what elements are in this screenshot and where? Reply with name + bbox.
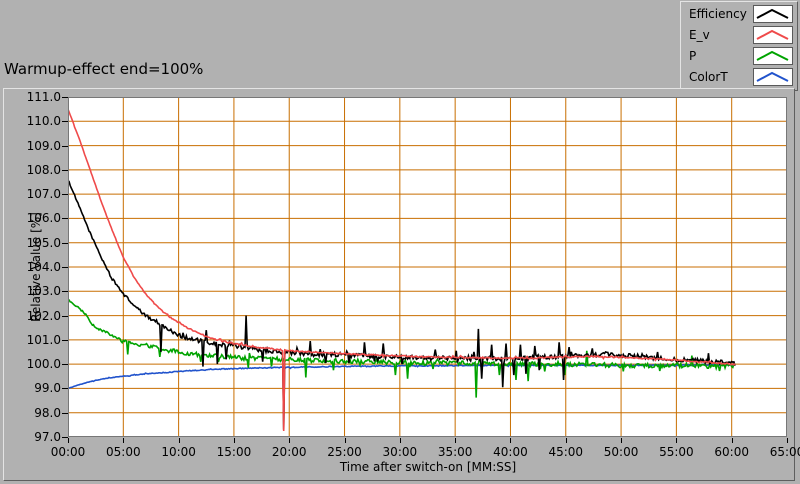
y-tick-label: 101.0 bbox=[26, 332, 61, 347]
x-tick-label: 25:00 bbox=[327, 445, 362, 459]
y-tick-mark bbox=[62, 121, 68, 123]
legend-label: Efficiency bbox=[689, 7, 747, 21]
y-tick-mark bbox=[62, 291, 68, 293]
x-tick-mark bbox=[178, 438, 180, 443]
graph-title: Warmup-effect end=100% bbox=[4, 60, 204, 78]
x-tick-mark bbox=[565, 438, 567, 443]
legend-line-sample-icon[interactable] bbox=[753, 5, 793, 23]
x-tick-mark bbox=[731, 438, 733, 443]
legend-item-p[interactable]: P bbox=[681, 46, 797, 66]
legend-label: ColorT bbox=[689, 70, 728, 84]
x-axis-label: Time after switch-on [MM:SS] bbox=[339, 460, 517, 474]
x-tick-mark bbox=[344, 438, 346, 443]
y-tick-mark bbox=[62, 218, 68, 220]
x-tick-label: 60:00 bbox=[714, 445, 749, 459]
y-tick-label: 97.0 bbox=[34, 430, 61, 444]
chart-canvas bbox=[67, 97, 787, 437]
y-tick-mark bbox=[62, 315, 68, 317]
y-tick-label: 111.0 bbox=[26, 90, 61, 104]
y-tick-label: 103.0 bbox=[26, 284, 61, 299]
x-tick-label: 50:00 bbox=[603, 445, 639, 459]
y-tick-label: 102.0 bbox=[26, 308, 61, 323]
legend-item-colort[interactable]: ColorT bbox=[681, 67, 797, 87]
x-tick-label: 35:00 bbox=[437, 445, 473, 459]
legend-item-efficiency[interactable]: Efficiency bbox=[681, 4, 797, 24]
y-tick-label: 105.0 bbox=[26, 235, 61, 250]
y-tick-mark bbox=[62, 169, 68, 171]
y-tick-mark bbox=[62, 145, 68, 147]
y-tick-mark bbox=[62, 339, 68, 341]
x-tick-mark bbox=[510, 438, 512, 443]
plot-legend: Efficiency E_v P ColorT bbox=[680, 1, 798, 91]
y-tick-mark bbox=[62, 97, 68, 98]
x-tick-mark bbox=[123, 438, 125, 443]
x-tick-label: 30:00 bbox=[382, 445, 418, 459]
series-e_v bbox=[67, 108, 736, 431]
y-tick-label: 99.0 bbox=[34, 381, 61, 396]
x-tick-mark bbox=[68, 438, 69, 443]
legend-line-sample-icon[interactable] bbox=[753, 47, 793, 65]
y-tick-label: 110.0 bbox=[26, 114, 61, 129]
plot-frame bbox=[68, 97, 787, 437]
plot-area bbox=[67, 97, 787, 437]
x-tick-mark bbox=[676, 438, 678, 443]
series-efficiency bbox=[67, 179, 736, 430]
y-tick-label: 108.0 bbox=[26, 162, 61, 177]
x-tick-label: 55:00 bbox=[659, 445, 694, 459]
y-tick-mark bbox=[62, 412, 68, 414]
x-tick-label: 20:00 bbox=[271, 445, 307, 459]
y-tick-mark bbox=[62, 364, 68, 366]
x-tick-label: 05:00 bbox=[106, 445, 141, 459]
y-tick-label: 107.0 bbox=[26, 187, 61, 202]
x-tick-label: 00:00 bbox=[50, 445, 86, 459]
y-tick-label: 104.0 bbox=[26, 260, 61, 274]
x-tick-label: 65:00 bbox=[769, 445, 800, 459]
x-tick-label: 15:00 bbox=[216, 445, 252, 459]
legend-label: P bbox=[689, 49, 697, 63]
x-tick-mark bbox=[787, 438, 788, 443]
y-tick-mark bbox=[62, 242, 68, 244]
y-tick-mark bbox=[62, 437, 68, 438]
y-tick-mark bbox=[62, 267, 68, 268]
x-tick-mark bbox=[399, 438, 401, 443]
legend-line-sample-icon[interactable] bbox=[753, 26, 793, 44]
y-tick-mark bbox=[62, 388, 68, 390]
x-tick-label: 40:00 bbox=[493, 445, 528, 459]
y-tick-label: 100.0 bbox=[26, 357, 61, 372]
y-tick-label: 98.0 bbox=[34, 405, 61, 420]
legend-line-sample-icon[interactable] bbox=[753, 68, 793, 86]
x-tick-mark bbox=[455, 438, 457, 443]
legend-item-e-v[interactable]: E_v bbox=[681, 25, 797, 45]
graph-panel: Relative Value [%] Time after switch-on … bbox=[3, 88, 800, 481]
y-tick-label: 109.0 bbox=[26, 138, 61, 153]
y-tick-mark bbox=[62, 194, 68, 196]
x-tick-mark bbox=[621, 438, 623, 443]
legend-label: E_v bbox=[689, 28, 710, 42]
x-tick-label: 45:00 bbox=[548, 445, 584, 459]
x-tick-label: 10:00 bbox=[161, 445, 196, 459]
x-tick-mark bbox=[289, 438, 291, 443]
x-tick-mark bbox=[233, 438, 235, 443]
y-tick-label: 106.0 bbox=[26, 211, 61, 226]
